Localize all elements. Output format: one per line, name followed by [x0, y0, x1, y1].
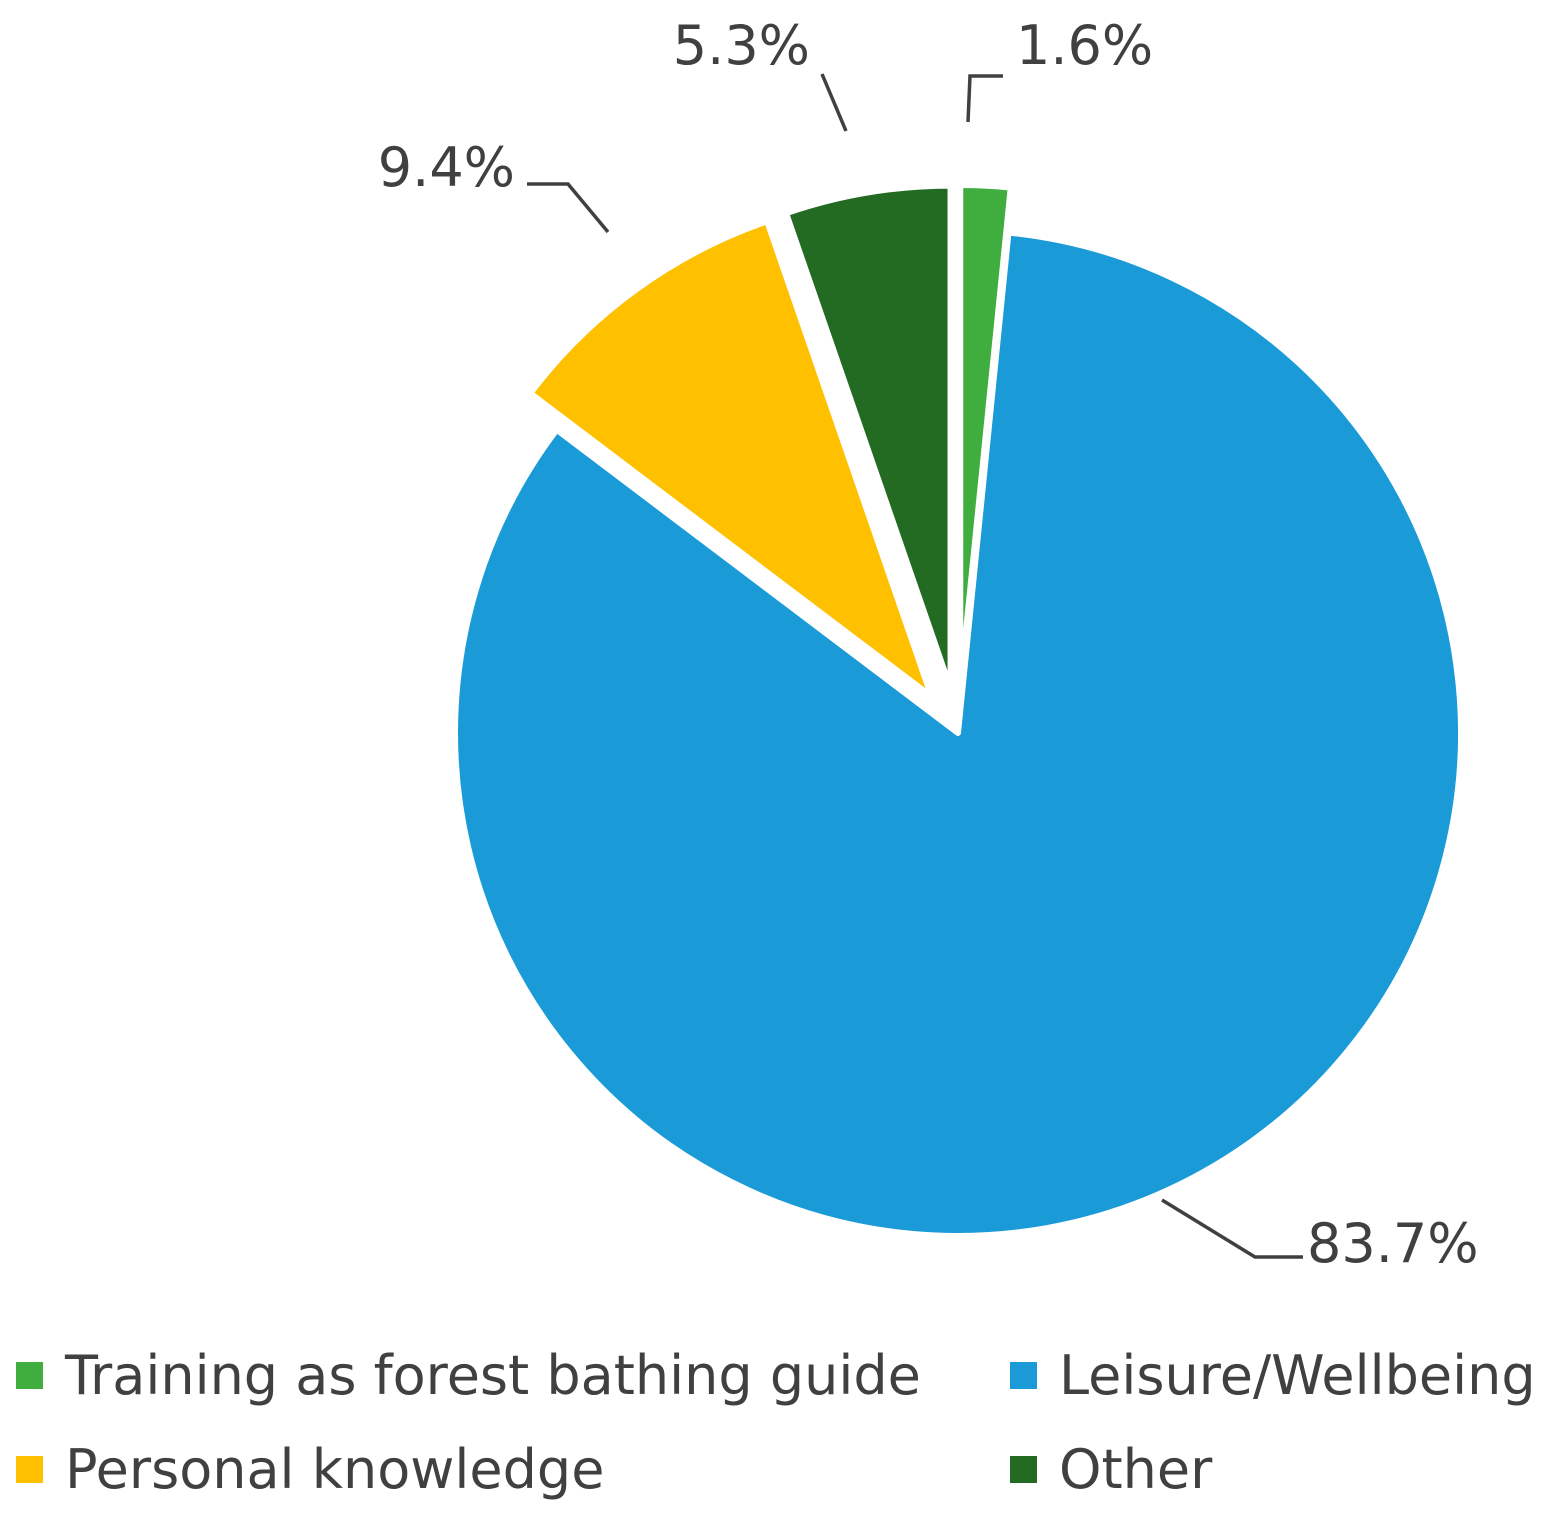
pie-chart: 1.6% 83.7% 9.4% 5.3%	[378, 14, 1479, 1275]
data-labels: 1.6% 83.7% 9.4% 5.3%	[378, 14, 1479, 1275]
pie-slices	[452, 182, 1464, 1239]
pie-slice-leisure-wellbeing	[452, 229, 1464, 1239]
legend-swatch-other	[1010, 1456, 1037, 1483]
legend-label-leisure: Leisure/Wellbeing	[1059, 1344, 1536, 1407]
leader-line-personal-knowledge	[527, 182, 610, 234]
pie-slice-personal-knowledge	[527, 218, 935, 700]
legend-swatch-leisure	[1010, 1362, 1037, 1389]
legend-label-personal: Personal knowledge	[65, 1438, 605, 1501]
legend-item-training: Training as forest bathing guide	[16, 1344, 921, 1407]
legend-swatch-personal	[16, 1456, 43, 1483]
legend-label-other: Other	[1059, 1438, 1213, 1501]
leader-lines	[527, 73, 1303, 1259]
data-label-personal-knowledge: 9.4%	[378, 136, 515, 199]
leader-line-training-as-forest-bathing-guide	[966, 74, 1003, 123]
legend-swatch-training	[16, 1362, 43, 1389]
legend-item-other: Other	[1010, 1438, 1212, 1501]
legend-label-training: Training as forest bathing guide	[65, 1344, 921, 1407]
data-label-training-as-forest-bathing-guide: 1.6%	[1016, 14, 1153, 77]
legend-item-leisure: Leisure/Wellbeing	[1010, 1344, 1536, 1407]
leader-line-leisure-wellbeing	[1161, 1198, 1303, 1259]
legend: Training as forest bathing guide Leisure…	[0, 1330, 1565, 1520]
legend-item-personal: Personal knowledge	[16, 1438, 604, 1501]
pie-slice-other	[783, 182, 954, 692]
leader-line-other	[820, 73, 848, 132]
data-label-leisure-wellbeing: 83.7%	[1307, 1212, 1479, 1275]
data-label-other: 5.3%	[673, 14, 810, 77]
